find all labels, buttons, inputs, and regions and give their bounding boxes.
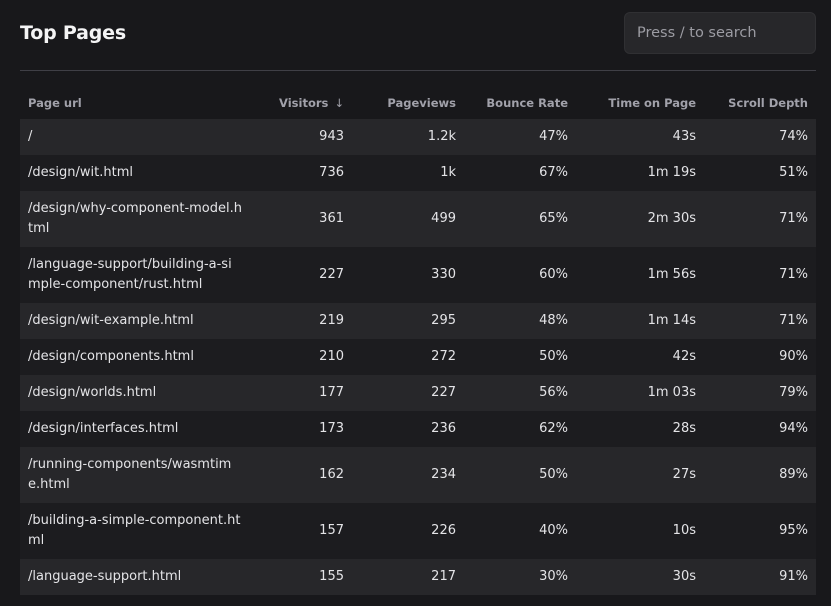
column-header-label: Page url bbox=[28, 96, 82, 110]
table-header-row: Page url Visitors ↓ Pageviews Bounce Rate… bbox=[20, 87, 816, 119]
cell-time-on-page: 1m 14s bbox=[647, 313, 696, 328]
table-row[interactable]: /language-support/building-a-simple-comp… bbox=[20, 247, 816, 303]
table-row[interactable]: /design/components.html 210 272 50% 42s … bbox=[20, 339, 816, 375]
cell-time-on-page: 30s bbox=[672, 569, 696, 584]
cell-page-url: /language-support.html bbox=[28, 569, 182, 584]
cell-pageviews: 295 bbox=[431, 313, 456, 328]
header-divider bbox=[20, 70, 816, 71]
cell-scroll-depth: 71% bbox=[779, 211, 808, 226]
cell-bounce-rate: 48% bbox=[539, 313, 568, 328]
cell-bounce-rate: 62% bbox=[539, 421, 568, 436]
column-header-label: Time on Page bbox=[608, 96, 696, 110]
table-row[interactable]: /language-support.html 155 217 30% 30s 9… bbox=[20, 559, 816, 595]
cell-visitors: 736 bbox=[319, 165, 344, 180]
column-header-label: Pageviews bbox=[387, 96, 456, 110]
cell-bounce-rate: 50% bbox=[539, 467, 568, 482]
cell-page-url: /design/interfaces.html bbox=[28, 421, 179, 436]
cell-time-on-page: 27s bbox=[672, 467, 696, 482]
cell-visitors: 219 bbox=[319, 313, 344, 328]
cell-scroll-depth: 71% bbox=[779, 267, 808, 282]
cell-visitors: 162 bbox=[319, 467, 344, 482]
cell-time-on-page: 1m 03s bbox=[647, 385, 696, 400]
cell-scroll-depth: 79% bbox=[779, 385, 808, 400]
cell-pageviews: 226 bbox=[431, 523, 456, 538]
cell-bounce-rate: 56% bbox=[539, 385, 568, 400]
table-row[interactable]: /design/wit-example.html 219 295 48% 1m … bbox=[20, 303, 816, 339]
search-input[interactable] bbox=[624, 12, 816, 54]
cell-pageviews: 499 bbox=[431, 211, 456, 226]
column-header-time-on-page[interactable]: Time on Page bbox=[576, 87, 704, 119]
cell-page-url: /running-components/wasmtime.html bbox=[28, 457, 232, 492]
table-row[interactable]: / 943 1.2k 47% 43s 74% bbox=[20, 119, 816, 155]
table-row[interactable]: /design/wit.html 736 1k 67% 1m 19s 51% bbox=[20, 155, 816, 191]
cell-scroll-depth: 90% bbox=[779, 349, 808, 364]
page-title: Top Pages bbox=[20, 22, 126, 44]
sort-descending-icon: ↓ bbox=[334, 96, 344, 110]
cell-page-url: /design/wit-example.html bbox=[28, 313, 194, 328]
column-header-visitors[interactable]: Visitors ↓ bbox=[266, 87, 352, 119]
column-header-label: Visitors bbox=[279, 96, 329, 110]
table-row[interactable]: /design/interfaces.html 173 236 62% 28s … bbox=[20, 411, 816, 447]
cell-page-url: /design/wit.html bbox=[28, 165, 133, 180]
column-header-page-url[interactable]: Page url bbox=[20, 87, 266, 119]
cell-bounce-rate: 60% bbox=[539, 267, 568, 282]
cell-scroll-depth: 71% bbox=[779, 313, 808, 328]
cell-time-on-page: 43s bbox=[672, 129, 696, 144]
column-header-pageviews[interactable]: Pageviews bbox=[352, 87, 464, 119]
cell-time-on-page: 1m 56s bbox=[647, 267, 696, 282]
cell-time-on-page: 42s bbox=[672, 349, 696, 364]
cell-visitors: 361 bbox=[319, 211, 344, 226]
top-pages-table: Page url Visitors ↓ Pageviews Bounce Rate… bbox=[20, 87, 816, 595]
cell-bounce-rate: 30% bbox=[539, 569, 568, 584]
table-row[interactable]: /design/why-component-model.html 361 499… bbox=[20, 191, 816, 247]
column-header-scroll-depth[interactable]: Scroll Depth bbox=[704, 87, 816, 119]
cell-scroll-depth: 91% bbox=[779, 569, 808, 584]
cell-visitors: 943 bbox=[319, 129, 344, 144]
cell-time-on-page: 10s bbox=[672, 523, 696, 538]
cell-visitors: 210 bbox=[319, 349, 344, 364]
cell-scroll-depth: 74% bbox=[779, 129, 808, 144]
cell-visitors: 173 bbox=[319, 421, 344, 436]
cell-page-url: /design/why-component-model.html bbox=[28, 201, 242, 236]
cell-pageviews: 234 bbox=[431, 467, 456, 482]
column-header-bounce-rate[interactable]: Bounce Rate bbox=[464, 87, 576, 119]
cell-bounce-rate: 50% bbox=[539, 349, 568, 364]
cell-pageviews: 236 bbox=[431, 421, 456, 436]
cell-visitors: 157 bbox=[319, 523, 344, 538]
cell-time-on-page: 28s bbox=[672, 421, 696, 436]
cell-page-url: /design/components.html bbox=[28, 349, 194, 364]
cell-pageviews: 330 bbox=[431, 267, 456, 282]
cell-visitors: 177 bbox=[319, 385, 344, 400]
cell-page-url: /building-a-simple-component.html bbox=[28, 513, 241, 548]
cell-pageviews: 1.2k bbox=[427, 129, 456, 144]
cell-pageviews: 227 bbox=[431, 385, 456, 400]
cell-visitors: 227 bbox=[319, 267, 344, 282]
cell-page-url: /language-support/building-a-simple-comp… bbox=[28, 257, 232, 292]
column-header-label: Bounce Rate bbox=[486, 96, 568, 110]
cell-scroll-depth: 95% bbox=[779, 523, 808, 538]
table-row[interactable]: /building-a-simple-component.html 157 22… bbox=[20, 503, 816, 559]
cell-scroll-depth: 89% bbox=[779, 467, 808, 482]
cell-bounce-rate: 65% bbox=[539, 211, 568, 226]
cell-page-url: / bbox=[28, 129, 33, 144]
cell-pageviews: 217 bbox=[431, 569, 456, 584]
cell-page-url: /design/worlds.html bbox=[28, 385, 157, 400]
cell-pageviews: 272 bbox=[431, 349, 456, 364]
table-row[interactable]: /running-components/wasmtime.html 162 23… bbox=[20, 447, 816, 503]
column-header-label: Scroll Depth bbox=[728, 96, 808, 110]
cell-scroll-depth: 94% bbox=[779, 421, 808, 436]
cell-time-on-page: 2m 30s bbox=[647, 211, 696, 226]
cell-bounce-rate: 47% bbox=[539, 129, 568, 144]
cell-visitors: 155 bbox=[319, 569, 344, 584]
cell-scroll-depth: 51% bbox=[779, 165, 808, 180]
cell-bounce-rate: 67% bbox=[539, 165, 568, 180]
cell-pageviews: 1k bbox=[440, 165, 456, 180]
table-row[interactable]: /design/worlds.html 177 227 56% 1m 03s 7… bbox=[20, 375, 816, 411]
cell-time-on-page: 1m 19s bbox=[647, 165, 696, 180]
cell-bounce-rate: 40% bbox=[539, 523, 568, 538]
